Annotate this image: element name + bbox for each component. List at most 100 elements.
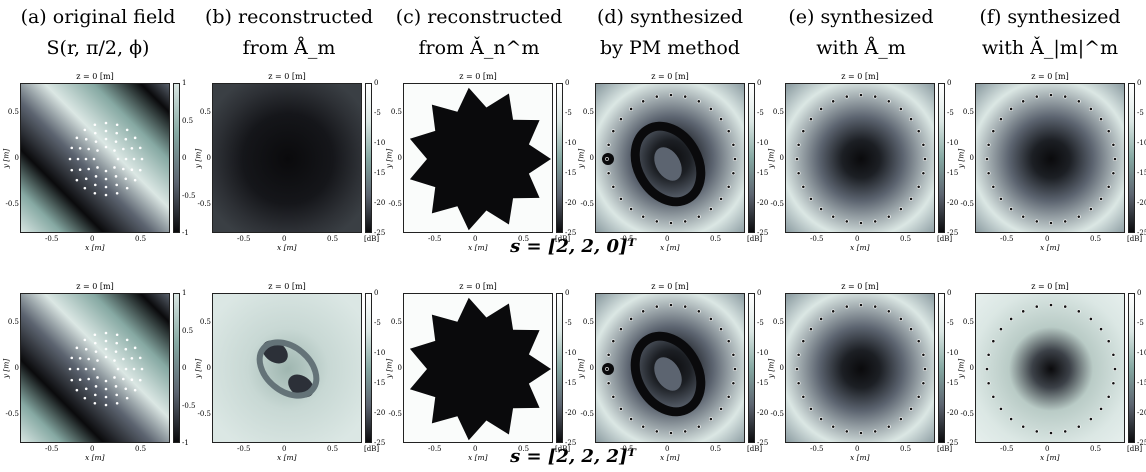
speaker-point	[709, 317, 713, 321]
speaker-point	[731, 381, 736, 386]
subplot-title: z = 0 [m]	[841, 72, 879, 81]
y-axis-label: y [m]	[766, 148, 776, 169]
x-axis-label: x [m]	[277, 453, 297, 462]
y-tick-label: 0	[779, 154, 784, 162]
speaker-point	[819, 317, 823, 321]
colorbar-tick-label: -5	[1137, 109, 1144, 117]
speaker-point	[641, 309, 646, 314]
colorbar	[556, 83, 563, 233]
mic-point	[122, 357, 125, 361]
x-axis-label: x [m]	[660, 453, 680, 462]
y-tick-label: 0.5	[7, 108, 19, 116]
speaker-point	[1063, 304, 1068, 309]
y-tick-label: 0.5	[582, 108, 594, 116]
speaker-point	[1009, 207, 1013, 211]
mic-point	[114, 140, 118, 143]
mic-point	[96, 376, 99, 379]
colorbar-tick-label: 0	[947, 79, 952, 87]
speaker-point	[796, 381, 801, 386]
speaker-point	[683, 94, 688, 99]
colorbar-tick-label: -5	[757, 319, 764, 327]
colorbar-tick-label: -25	[757, 229, 769, 237]
y-tick-label: -0.5	[580, 410, 595, 418]
speaker-point	[731, 352, 736, 357]
colorbar-tick-label: -5	[947, 319, 954, 327]
colorbar-tick-label: -20	[757, 199, 769, 207]
mic-point	[130, 356, 134, 360]
subplot-title: z = 0 [m]	[1031, 282, 1069, 291]
mic-point	[125, 396, 129, 400]
speaker-point	[809, 197, 813, 201]
colorbar-tick-label: -10	[947, 349, 959, 357]
mic-point	[140, 367, 144, 371]
column-subtitle: from Å_m	[242, 37, 336, 59]
mic-point	[113, 359, 116, 362]
speaker-point	[719, 407, 723, 411]
colorbar-tick-label: -20	[947, 409, 959, 417]
mic-point	[94, 350, 98, 353]
speaker-point	[831, 214, 836, 219]
mic-point	[104, 395, 108, 399]
colorbar-tick-label: 0	[757, 289, 762, 297]
speaker-point	[991, 394, 996, 399]
colorbar-unit: [dB]	[747, 235, 763, 243]
colorbar-tick-label: -20	[565, 199, 577, 207]
speaker-point	[986, 352, 991, 357]
mic-point	[104, 185, 108, 189]
column-title: (a) original field	[20, 6, 176, 28]
mic-point	[76, 367, 80, 371]
subplot-recon-anm: z = 0 [m] 0.5 0 -0.5 y [m] -0.5 0 0.5 x [m] 0 -5-…	[384, 72, 576, 252]
column-header-c: (c) reconstructed from Ǎ_n^m	[384, 2, 574, 64]
x-tick-label: 0	[90, 235, 95, 243]
colorbar-unit: [dB]	[747, 445, 763, 453]
mic-point	[115, 123, 119, 127]
x-tick-label: -0.5	[620, 445, 634, 453]
speaker-point	[733, 367, 737, 371]
subplot-synth-anm: z = 0 [m] 0.5 0 -0.5 y [m] -0.5 0 0.5 x [m] 0 -5-…	[956, 72, 1146, 252]
speaker-point	[844, 94, 849, 99]
colorbar-tick-label: -10	[1137, 349, 1146, 357]
speaker-point	[1021, 99, 1026, 104]
mic-point	[68, 367, 72, 371]
speaker-point	[629, 317, 633, 321]
y-tick-label: -0.5	[388, 410, 403, 418]
speaker-point	[1089, 207, 1093, 211]
colorbar-tick-label: -25	[565, 439, 577, 447]
mic-point	[113, 149, 116, 152]
speaker-point	[819, 207, 823, 211]
mic-point	[140, 157, 144, 161]
subplot-original: z = 0 [m] 0.5 0 -0.5 y [m] -0.5 0 0.5 x [m] 1 0.5…	[1, 72, 195, 252]
mic-point	[93, 123, 97, 127]
speaker-point	[641, 99, 646, 104]
y-axis-label: y [m]	[1, 358, 11, 379]
speaker-point	[1076, 99, 1081, 104]
speaker-point	[726, 184, 731, 189]
y-tick-label: 0	[589, 364, 594, 372]
colorbar	[938, 293, 945, 443]
colorbar-tick-label: -20	[374, 199, 386, 207]
column-title: (e) synthesized	[788, 6, 934, 28]
speaker-point	[831, 424, 836, 429]
speaker-point	[606, 171, 611, 176]
colorbar-tick-label: -10	[1137, 139, 1146, 147]
speaker-point	[921, 171, 926, 176]
colorbar-tick-label: -5	[374, 109, 381, 117]
speaker-point	[669, 93, 673, 97]
mic-point	[75, 346, 79, 350]
colorbar-tick-label: -15	[1137, 379, 1146, 387]
column-header-b: (b) reconstructed from Å_m	[194, 2, 384, 64]
mic-point	[113, 376, 116, 379]
mic-point	[116, 367, 120, 371]
y-axis-label: y [m]	[384, 148, 394, 169]
colorbar-tick-label: -5	[947, 109, 954, 117]
speaker-point	[909, 407, 913, 411]
colorbar-tick-label: 0.5	[182, 116, 194, 125]
colorbar	[1128, 83, 1135, 233]
speaker-point	[809, 117, 813, 121]
speaker-point	[991, 184, 996, 189]
speaker-point	[1021, 309, 1026, 314]
x-axis-label: x [m]	[85, 453, 105, 462]
speaker-point	[899, 107, 903, 111]
mic-point	[115, 131, 119, 135]
speaker-point	[809, 327, 813, 331]
